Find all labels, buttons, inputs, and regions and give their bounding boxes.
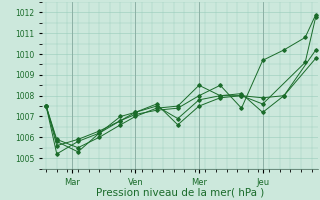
- X-axis label: Pression niveau de la mer( hPa ): Pression niveau de la mer( hPa ): [96, 188, 264, 198]
